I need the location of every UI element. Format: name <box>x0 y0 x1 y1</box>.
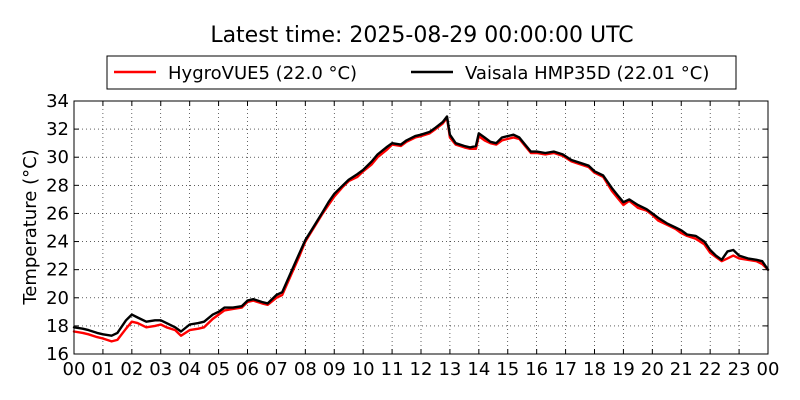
x-tick-label: 01 <box>91 359 114 380</box>
legend-label-hygrovue5: HygroVUE5 (22.0 °C) <box>168 63 357 84</box>
y-tick-label: 34 <box>46 91 69 112</box>
x-tick-label: 11 <box>381 359 404 380</box>
x-tick-label: 17 <box>554 359 577 380</box>
y-tick-label: 30 <box>46 147 69 168</box>
x-tick-label: 05 <box>207 359 230 380</box>
chart-title: Latest time: 2025-08-29 00:00:00 UTC <box>210 23 633 48</box>
x-tick-label: 16 <box>525 359 548 380</box>
plot-frame <box>73 100 769 355</box>
axis-ticks <box>73 100 769 355</box>
x-tick-label: 15 <box>496 359 519 380</box>
y-tick-label: 32 <box>46 119 69 140</box>
series-layer <box>72 115 770 343</box>
x-tick-label: 00 <box>757 359 780 380</box>
x-tick-label: 21 <box>670 359 693 380</box>
x-tick-label: 14 <box>467 359 490 380</box>
series-line-vaisala <box>72 115 770 337</box>
y-tick-labels: 16 18 20 22 24 26 28 30 32 34 <box>46 91 69 365</box>
x-tick-label: 09 <box>323 359 346 380</box>
gridlines <box>74 101 768 354</box>
x-tick-label: 12 <box>410 359 433 380</box>
x-tick-label: 18 <box>583 359 606 380</box>
y-tick-label: 16 <box>46 344 69 365</box>
x-tick-label: 22 <box>699 359 722 380</box>
y-tick-label: 22 <box>46 260 69 281</box>
x-tick-label: 02 <box>120 359 143 380</box>
legend: HygroVUE5 (22.0 °C) Vaisala HMP35D (22.0… <box>106 55 737 90</box>
x-tick-label: 06 <box>236 359 259 380</box>
x-tick-label: 08 <box>294 359 317 380</box>
x-tick-label: 20 <box>641 359 664 380</box>
legend-label-vaisala: Vaisala HMP35D (22.01 °C) <box>465 63 709 84</box>
y-tick-label: 24 <box>46 232 69 253</box>
y-axis-label: Temperature (°C) <box>20 149 41 305</box>
y-tick-label: 26 <box>46 203 69 224</box>
x-tick-label: 23 <box>728 359 751 380</box>
x-tick-labels: 00 01 02 03 04 05 06 07 08 09 10 11 12 13 14 15 16 17 18 19… <box>63 359 780 380</box>
x-tick-label: 19 <box>612 359 635 380</box>
y-tick-label: 28 <box>46 175 69 196</box>
x-tick-label: 13 <box>438 359 461 380</box>
x-tick-label: 04 <box>178 359 201 380</box>
y-tick-label: 18 <box>46 316 69 337</box>
x-tick-label: 10 <box>352 359 375 380</box>
x-tick-label: 00 <box>63 359 86 380</box>
x-tick-label: 07 <box>265 359 288 380</box>
x-tick-label: 03 <box>149 359 172 380</box>
y-tick-label: 20 <box>46 288 69 309</box>
